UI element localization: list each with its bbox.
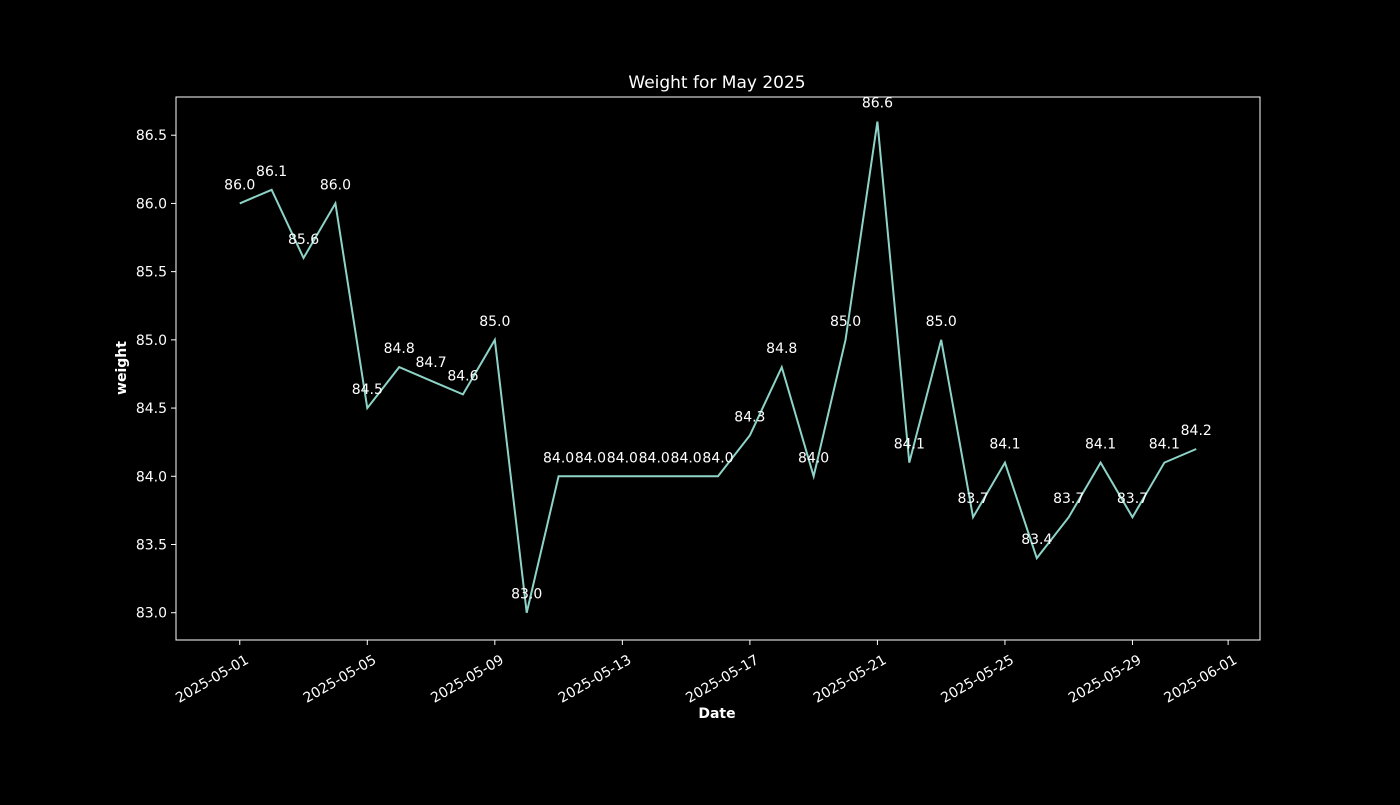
data-label: 83.4	[1021, 532, 1052, 548]
data-label: 83.0	[511, 587, 542, 603]
data-label: 84.8	[766, 341, 797, 357]
data-label: 84.0	[702, 450, 733, 466]
series-line	[239, 121, 1197, 613]
data-label: 84.5	[352, 382, 383, 398]
data-label: 84.8	[384, 341, 415, 357]
data-label: 84.0	[798, 450, 829, 466]
data-label: 85.0	[830, 314, 861, 330]
data-label: 85.0	[926, 314, 957, 330]
data-label: 83.7	[1117, 491, 1148, 507]
data-label: 84.2	[1181, 423, 1212, 439]
y-tick-label: 86.0	[136, 196, 167, 212]
y-tick-label: 84.5	[136, 401, 167, 417]
data-label: 84.0	[607, 450, 638, 466]
data-label: 84.0	[575, 450, 606, 466]
data-label: 86.1	[256, 164, 287, 180]
data-label: 84.0	[543, 450, 574, 466]
y-tick-label: 85.5	[136, 265, 167, 281]
data-label: 84.0	[671, 450, 702, 466]
data-label: 83.7	[1053, 491, 1084, 507]
data-label: 84.1	[1149, 437, 1180, 453]
y-tick-label: 83.5	[136, 537, 167, 553]
data-label: 84.3	[734, 409, 765, 425]
data-label: 84.6	[447, 368, 478, 384]
plot-frame	[175, 96, 1261, 641]
data-label: 86.6	[862, 96, 893, 112]
y-tick-label: 86.5	[136, 128, 167, 144]
chart-title: Weight for May 2025	[628, 73, 805, 93]
y-tick-label: 83.0	[136, 606, 167, 622]
data-label: 84.7	[415, 355, 446, 371]
data-label: 83.7	[957, 491, 988, 507]
data-label: 84.1	[894, 437, 925, 453]
y-tick-label: 84.0	[136, 469, 167, 485]
data-label: 86.0	[224, 177, 255, 193]
data-label: 85.0	[479, 314, 510, 330]
data-label: 86.0	[320, 177, 351, 193]
data-label: 84.1	[1085, 437, 1116, 453]
data-label: 84.1	[989, 437, 1020, 453]
data-label: 84.0	[639, 450, 670, 466]
y-tick-label: 85.0	[136, 333, 167, 349]
x-axis-title: Date	[698, 706, 735, 722]
y-axis-title: weight	[114, 341, 130, 395]
data-label: 85.6	[288, 232, 319, 248]
